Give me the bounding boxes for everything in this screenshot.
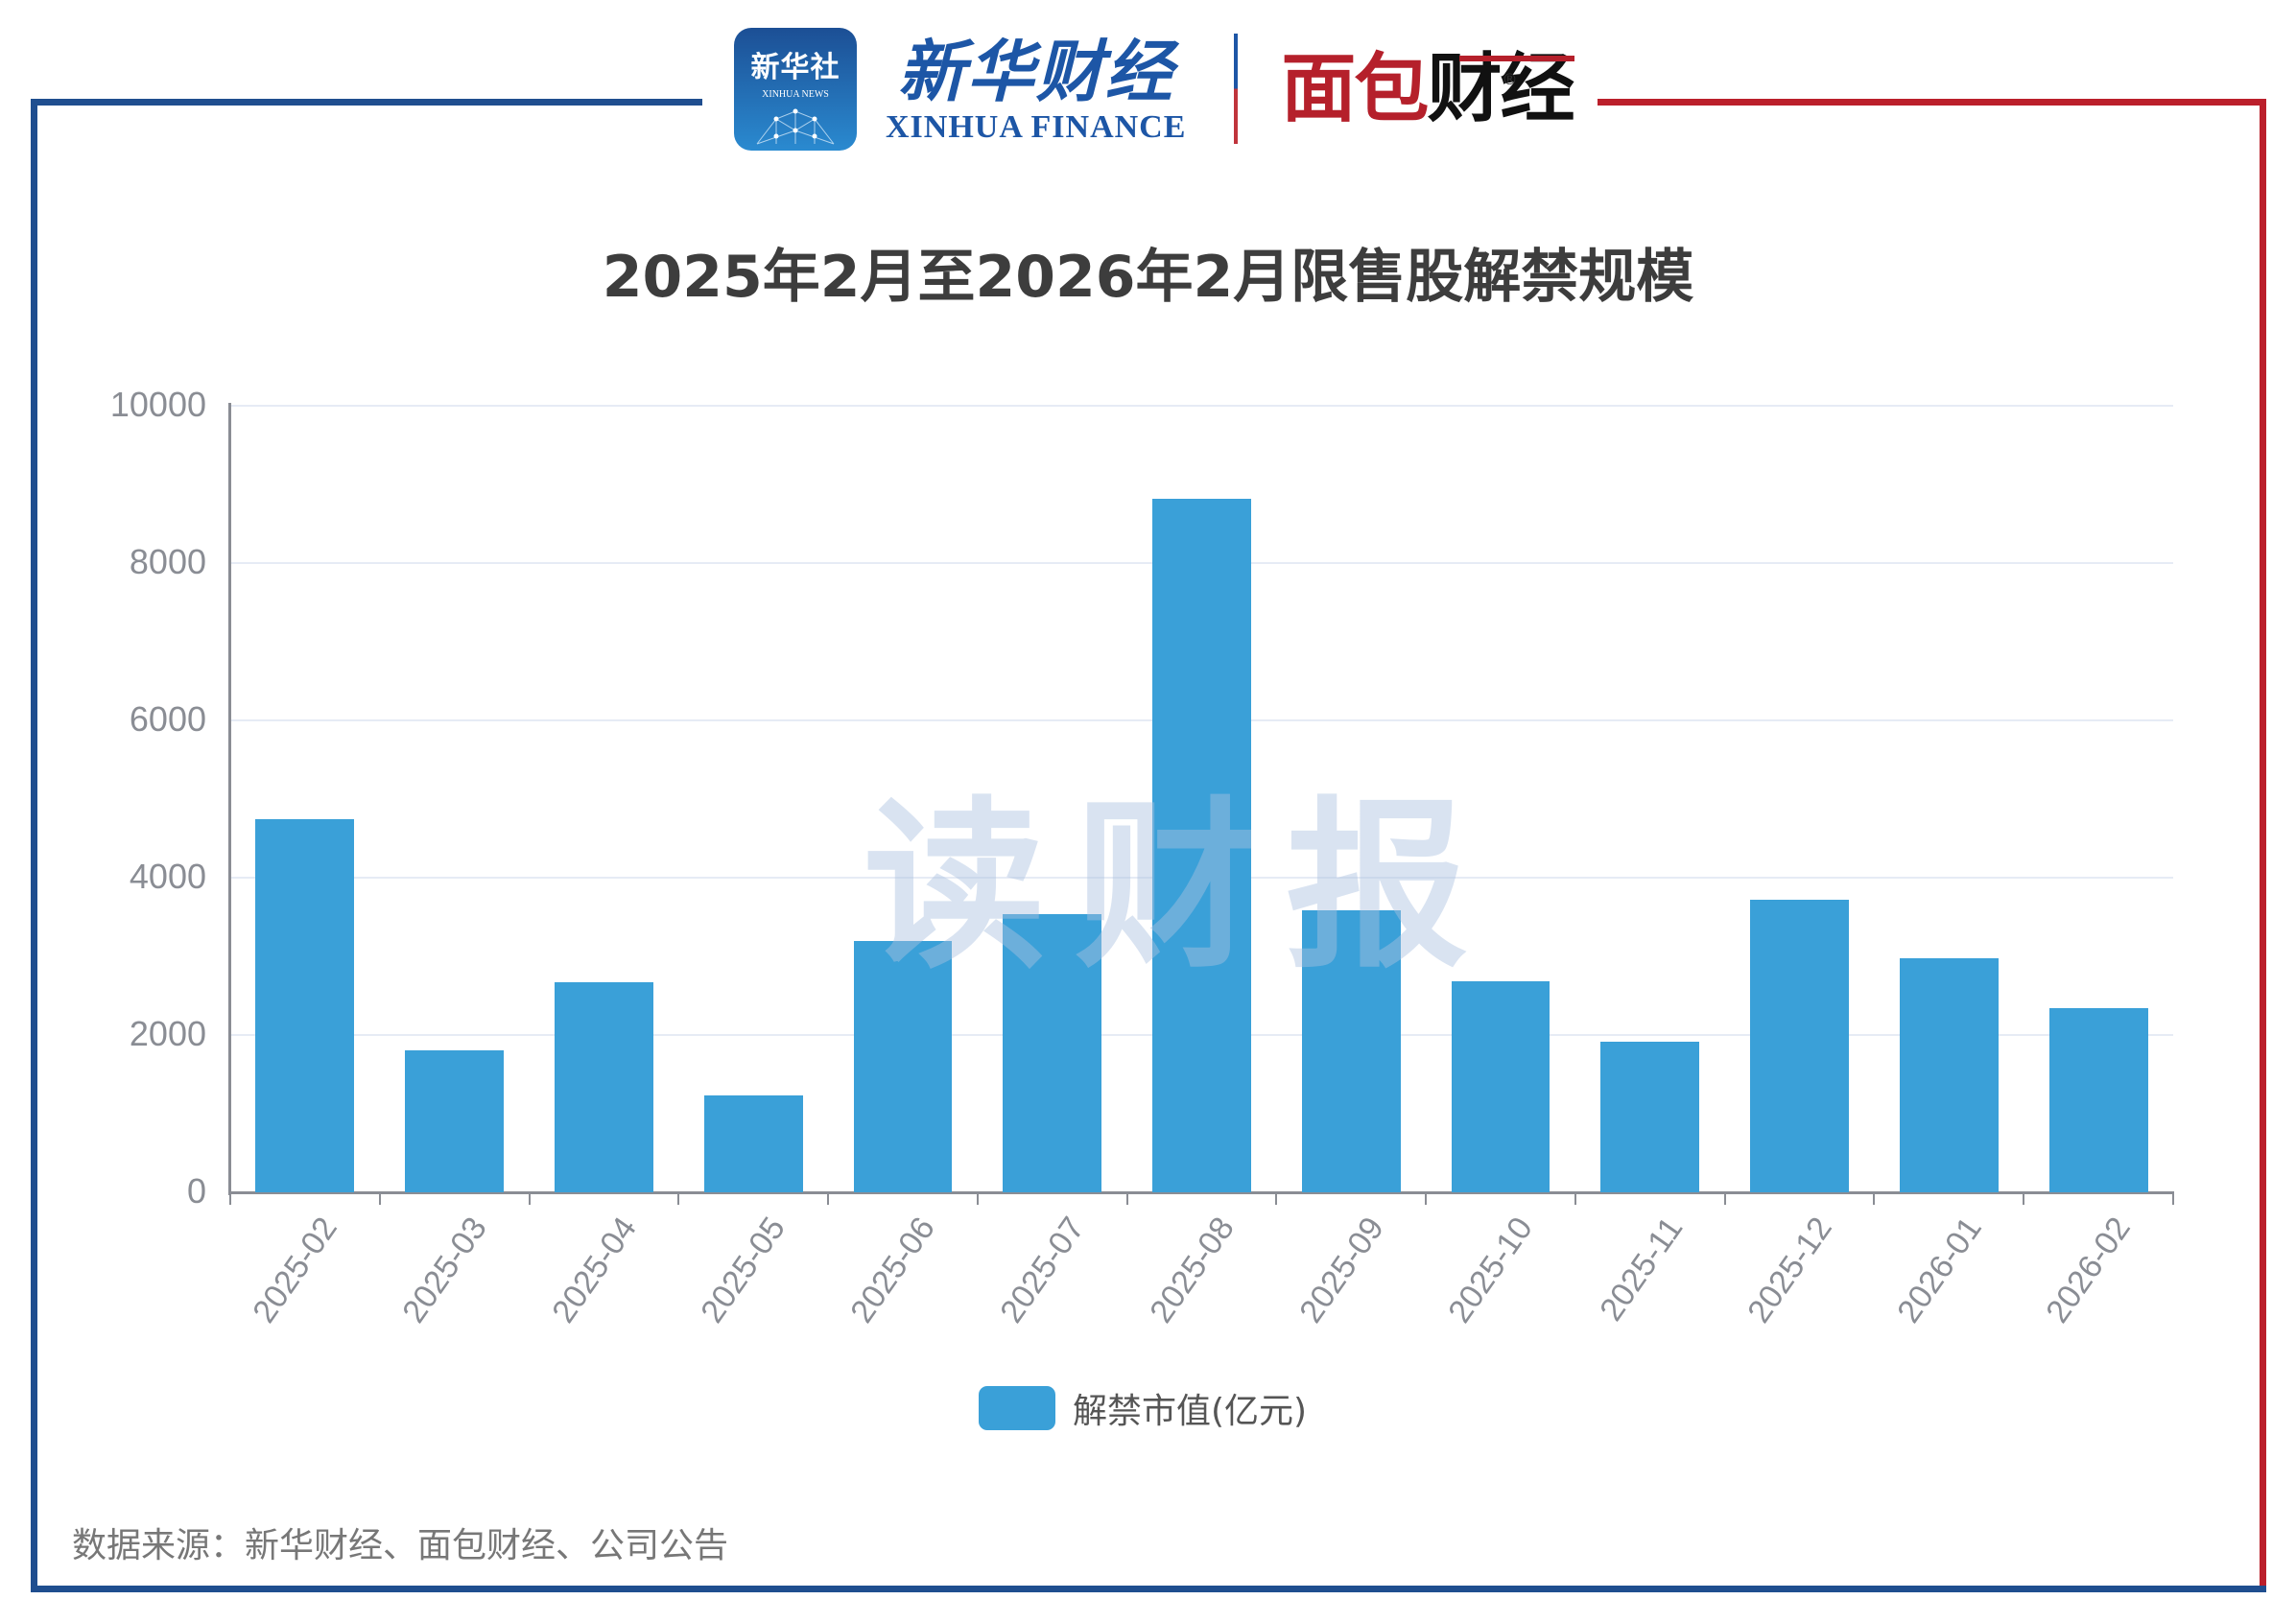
x-axis-tick (2172, 1192, 2174, 1205)
xinhua-finance-logo: 新华财经 XINHUA FINANCE (886, 31, 1187, 145)
x-axis-tick (1723, 1192, 1726, 1205)
y-tick-label: 0 (186, 1171, 206, 1211)
xinhua-news-logo-en: XINHUA NEWS (762, 88, 829, 100)
bar-2025-06[interactable] (853, 940, 953, 1192)
x-tick-label: 2025-10 (1441, 1211, 1541, 1330)
legend-label: 解禁市值(亿元) (1073, 1392, 1308, 1431)
x-axis-tick (2023, 1192, 2025, 1205)
x-tick-label: 2025-02 (246, 1211, 345, 1330)
bar-2025-07[interactable] (1003, 913, 1102, 1192)
x-tick-label: 2025-08 (1142, 1211, 1242, 1330)
y-tick-label: 4000 (129, 857, 206, 896)
bar-2025-12[interactable] (1750, 899, 1849, 1192)
bar-2025-03[interactable] (405, 1050, 505, 1192)
frame-right-border (2260, 99, 2266, 1591)
bar-2025-09[interactable] (1301, 910, 1401, 1192)
logo-divider (1234, 34, 1239, 144)
x-axis-tick (378, 1192, 381, 1205)
y-tick-label: 2000 (129, 1014, 206, 1053)
bar-2025-05[interactable] (703, 1095, 803, 1192)
header-logos: 新华社 XINHUA NEWS 新华财经 XINHUA FINANCE 面包财经… (734, 24, 1575, 153)
legend-swatch (979, 1386, 1055, 1430)
xinhua-finance-logo-cn: 新华财经 (897, 31, 1174, 111)
x-axis-tick (976, 1192, 979, 1205)
x-tick-label: 2025-09 (1291, 1211, 1391, 1330)
y-axis-line (228, 403, 231, 1195)
xinhua-news-logo-cn: 新华社 (750, 50, 840, 84)
x-axis-tick (528, 1192, 531, 1205)
mianbao-logo-part1: 面包 (1281, 45, 1429, 132)
y-tick-label: 6000 (129, 699, 206, 739)
frame-bottom-border (31, 1586, 2266, 1592)
registered-mark: ® (1502, 69, 1517, 88)
x-axis-line (228, 1191, 2174, 1194)
xinhua-finance-logo-en: XINHUA FINANCE (886, 108, 1187, 145)
bar-2025-08[interactable] (1152, 498, 1251, 1192)
x-axis-tick (229, 1192, 231, 1205)
x-tick-label: 2026-01 (1889, 1211, 1989, 1330)
bar-2025-02[interactable] (255, 819, 355, 1192)
bar-2025-10[interactable] (1451, 981, 1550, 1192)
x-tick-label: 2025-04 (544, 1211, 644, 1330)
x-tick-label: 2025-12 (1740, 1211, 1839, 1330)
bar-2026-01[interactable] (1899, 958, 1999, 1192)
data-source-note: 数据来源：新华财经、面包财经、公司公告 (72, 1526, 729, 1565)
x-axis-tick (1275, 1192, 1278, 1205)
x-axis-tick (827, 1192, 830, 1205)
bar-2025-04[interactable] (555, 982, 653, 1192)
frame-top-red-line (1598, 99, 2266, 106)
x-axis-tick (1873, 1192, 1876, 1205)
x-tick-label: 2025-07 (993, 1211, 1092, 1330)
bar-2025-11[interactable] (1600, 1042, 1700, 1192)
chart-title: 2025年2月至2026年2月限售股解禁规模 (602, 244, 1694, 311)
xinhua-news-logo: 新华社 XINHUA NEWS (734, 27, 857, 151)
x-tick-label: 2025-11 (1592, 1211, 1690, 1328)
x-axis-tick (1425, 1192, 1428, 1205)
frame-top-blue-line (31, 99, 702, 106)
frame-left-border (31, 99, 37, 1591)
y-tick-label: 8000 (129, 542, 206, 581)
x-axis-tick (1125, 1192, 1128, 1205)
gridline (230, 405, 2173, 407)
bar-2026-02[interactable] (2048, 1008, 2148, 1192)
x-tick-label: 2025-05 (694, 1211, 793, 1330)
mianbao-logo-accent-bar (1459, 55, 1575, 61)
legend[interactable]: 解禁市值(亿元) (979, 1383, 1307, 1433)
mianbao-finance-logo: 面包财经 ® (1281, 45, 1575, 132)
y-tick-label: 10000 (109, 385, 206, 424)
network-globe-icon (756, 108, 835, 144)
x-tick-label: 2026-02 (2039, 1211, 2139, 1330)
x-axis-tick (1574, 1192, 1576, 1205)
x-tick-label: 2025-06 (843, 1211, 943, 1330)
x-axis-tick (677, 1192, 680, 1205)
x-tick-label: 2025-03 (395, 1211, 494, 1330)
